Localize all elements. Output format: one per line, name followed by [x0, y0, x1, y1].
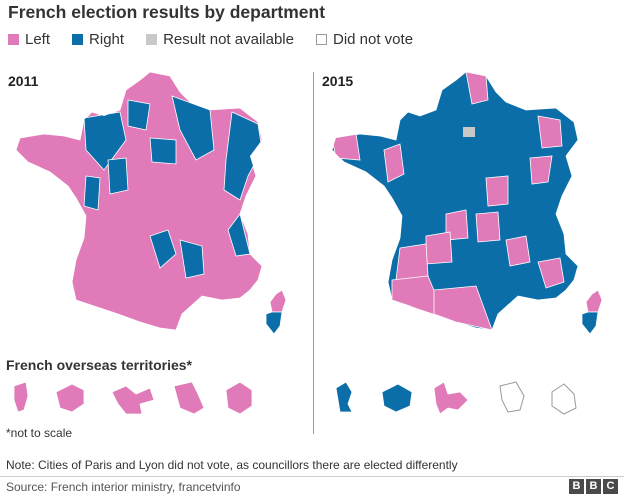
did-not-vote-swatch [315, 33, 327, 45]
left-swatch [8, 33, 19, 45]
source-credit: Source: French interior ministry, france… [6, 480, 241, 494]
overseas-title: French overseas territories* [6, 357, 192, 373]
territory-mayotte-2015 [499, 381, 525, 413]
not-to-scale-note: *not to scale [6, 426, 73, 440]
legend-item-left: Left [8, 31, 50, 48]
territory-reunion-2011 [225, 381, 253, 415]
department-minority [395, 243, 429, 281]
department-minority [445, 209, 469, 241]
department-minority [107, 157, 129, 195]
bbc-logo-block: C [603, 479, 618, 494]
footer-divider [0, 476, 624, 477]
paris-not-available [463, 127, 475, 137]
department-minority [383, 143, 405, 183]
department-minority [505, 235, 531, 267]
department-maps [13, 71, 603, 415]
legend-label-left: Left [25, 30, 51, 48]
panel-year-2011: 2011 [8, 73, 39, 89]
department-minority [83, 175, 101, 211]
territory-martinique-2015 [381, 383, 413, 413]
department-minority [485, 175, 509, 207]
minority-departments-2015 [332, 72, 565, 330]
legend-label-right: Right [89, 30, 125, 48]
territory-guyane-2015 [433, 381, 469, 415]
bbc-logo-block: B [569, 479, 584, 494]
corsica-north-2015 [585, 289, 603, 313]
legend-item-did-not-vote: Did not vote [315, 30, 414, 48]
territory-guyane-2011 [111, 385, 155, 415]
department-minority [537, 115, 563, 149]
department-minority [475, 211, 501, 243]
page-title: French election results by department [8, 2, 326, 22]
legend-label-did-not-vote: Did not vote [332, 30, 414, 48]
department-minority [425, 231, 453, 265]
department-minority [149, 137, 177, 165]
map-2015 [331, 71, 603, 335]
territory-guadeloupe-2011 [13, 381, 29, 413]
department-minority [171, 95, 215, 161]
overseas-2011 [13, 381, 253, 415]
department-minority [227, 213, 251, 257]
department-minority [83, 111, 127, 171]
territory-guadeloupe-2015 [335, 381, 353, 413]
legend-item-right: Right [72, 31, 124, 48]
corsica-south-2011 [265, 311, 283, 335]
legend-item-not-available: Result not available [146, 31, 294, 48]
panel-divider [313, 72, 314, 434]
department-minority [223, 111, 262, 201]
corsica-2011 [265, 289, 287, 335]
department-minority [529, 155, 553, 185]
note: Note: Cities of Paris and Lyon did not v… [6, 458, 458, 472]
department-minority [433, 285, 493, 330]
corsica-south-2015 [581, 311, 599, 335]
territory-mayotte-2011 [173, 381, 205, 415]
department-minority [127, 99, 151, 131]
map-2011 [15, 71, 287, 335]
legend-label-not-available: Result not available [163, 30, 294, 48]
bbc-logo-block: B [586, 479, 601, 494]
right-swatch [72, 33, 84, 45]
department-minority [179, 239, 205, 279]
corsica-north-2011 [269, 289, 287, 313]
corsica-2015 [581, 289, 603, 335]
bbc-logo: B B C [567, 479, 618, 494]
panel-year-2015: 2015 [322, 73, 354, 89]
not-available-swatch [146, 33, 158, 45]
legend: Left Right Result not available Did not … [8, 30, 435, 48]
overseas-2015 [335, 381, 577, 415]
minority-departments-2011 [83, 95, 262, 279]
department-minority [537, 257, 565, 289]
territory-martinique-2011 [55, 383, 85, 413]
territory-reunion-2015 [551, 383, 577, 415]
department-minority [149, 229, 177, 269]
